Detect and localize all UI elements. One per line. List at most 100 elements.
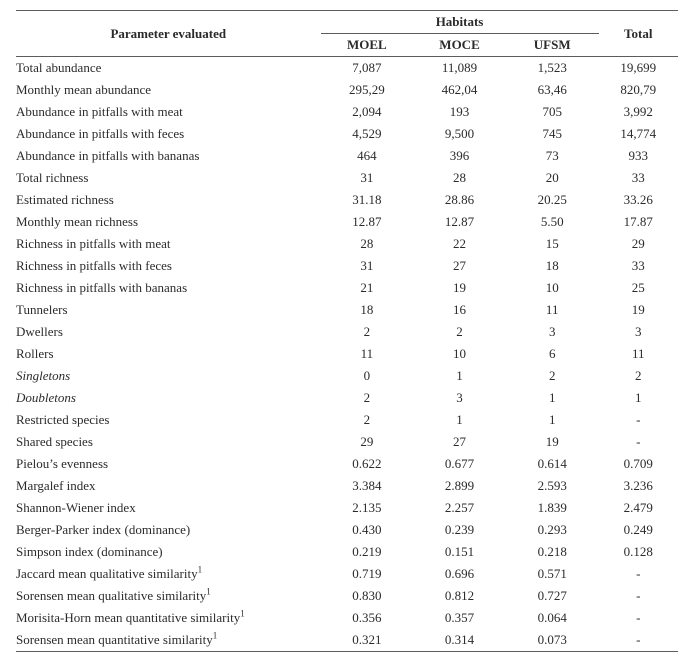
parameter-label: Richness in pitfalls with meat [16,233,321,255]
habitat-value: 2.593 [506,475,599,497]
total-value: 17.87 [599,211,678,233]
total-value: 33.26 [599,189,678,211]
parameter-label: Total abundance [16,57,321,80]
parameter-label: Singletons [16,365,321,387]
col-header-parameter: Parameter evaluated [16,11,321,57]
table-row: Jaccard mean qualitative similarity10.71… [16,563,678,585]
parameter-label: Restricted species [16,409,321,431]
habitat-value: 0.151 [413,541,506,563]
habitat-value: 0.073 [506,629,599,652]
habitat-value: 1,523 [506,57,599,80]
total-value: 3.236 [599,475,678,497]
total-value: 0.249 [599,519,678,541]
footnote-marker: 1 [198,565,203,575]
table-row: Sorensen mean qualitative similarity10.8… [16,585,678,607]
habitat-value: 2.135 [321,497,414,519]
habitat-value: 0.727 [506,585,599,607]
habitat-value: 0.614 [506,453,599,475]
footnote-marker: 1 [206,587,211,597]
table-row: Shannon-Wiener index2.1352.2571.8392.479 [16,497,678,519]
habitat-value: 2.899 [413,475,506,497]
parameter-label: Monthly mean abundance [16,79,321,101]
total-value: 1 [599,387,678,409]
habitat-value: 31 [321,167,414,189]
habitat-value: 0.218 [506,541,599,563]
total-value: 0.128 [599,541,678,563]
habitat-value: 10 [413,343,506,365]
habitat-value: 745 [506,123,599,145]
habitat-value: 3 [506,321,599,343]
habitat-value: 20 [506,167,599,189]
habitat-value: 4,529 [321,123,414,145]
table-row: Singletons0122 [16,365,678,387]
total-value: 11 [599,343,678,365]
table-row: Rollers1110611 [16,343,678,365]
total-value: - [599,607,678,629]
total-value: 25 [599,277,678,299]
total-value: - [599,431,678,453]
habitat-value: 0.622 [321,453,414,475]
habitat-value: 2 [506,365,599,387]
parameter-label: Morisita-Horn mean quantitative similari… [16,607,321,629]
total-value: - [599,629,678,652]
total-value: 14,774 [599,123,678,145]
habitat-value: 7,087 [321,57,414,80]
habitat-value: 0.321 [321,629,414,652]
habitat-value: 2,094 [321,101,414,123]
habitat-value: 10 [506,277,599,299]
habitat-value: 0.696 [413,563,506,585]
table-row: Tunnelers18161119 [16,299,678,321]
col-header-ufsm: UFSM [506,34,599,57]
habitat-value: 28 [321,233,414,255]
total-value: 933 [599,145,678,167]
parameter-label: Pielou’s evenness [16,453,321,475]
habitat-value: 0.293 [506,519,599,541]
table-row: Abundance in pitfalls with bananas464396… [16,145,678,167]
parameter-label: Shared species [16,431,321,453]
table-row: Doubletons2311 [16,387,678,409]
col-header-moel: MOEL [321,34,414,57]
parameter-label: Doubletons [16,387,321,409]
total-value: 0.709 [599,453,678,475]
footnote-marker: 1 [240,609,245,619]
habitat-value: 29 [321,431,414,453]
parameter-label: Rollers [16,343,321,365]
habitat-value: 0.677 [413,453,506,475]
habitat-value: 0.219 [321,541,414,563]
table-header: Parameter evaluated Habitats Total MOEL … [16,11,678,57]
habitat-value: 31 [321,255,414,277]
habitat-value: 0.812 [413,585,506,607]
habitat-value: 18 [506,255,599,277]
table-row: Monthly mean richness12.8712.875.5017.87 [16,211,678,233]
col-header-habitats: Habitats [321,11,599,34]
table-row: Richness in pitfalls with feces31271833 [16,255,678,277]
habitat-value: 18 [321,299,414,321]
table-row: Berger-Parker index (dominance)0.4300.23… [16,519,678,541]
habitat-value: 27 [413,255,506,277]
table-row: Estimated richness31.1828.8620.2533.26 [16,189,678,211]
table-body: Total abundance7,08711,0891,52319,699Mon… [16,57,678,652]
habitat-value: 2 [321,387,414,409]
habitat-value: 462,04 [413,79,506,101]
parameter-label: Jaccard mean qualitative similarity1 [16,563,321,585]
habitat-value: 73 [506,145,599,167]
habitat-value: 63,46 [506,79,599,101]
parameter-label: Total richness [16,167,321,189]
habitat-value: 396 [413,145,506,167]
habitat-value: 705 [506,101,599,123]
total-value: 19,699 [599,57,678,80]
parameter-label: Simpson index (dominance) [16,541,321,563]
habitat-value: 0.356 [321,607,414,629]
habitat-value: 0 [321,365,414,387]
col-header-total: Total [599,11,678,57]
habitat-value: 15 [506,233,599,255]
habitat-value: 2 [321,321,414,343]
habitat-value: 16 [413,299,506,321]
habitat-value: 0.239 [413,519,506,541]
habitat-value: 6 [506,343,599,365]
total-value: 2.479 [599,497,678,519]
parameter-label: Dwellers [16,321,321,343]
parameter-label: Shannon-Wiener index [16,497,321,519]
table-row: Abundance in pitfalls with meat2,0941937… [16,101,678,123]
habitat-value: 1 [506,409,599,431]
